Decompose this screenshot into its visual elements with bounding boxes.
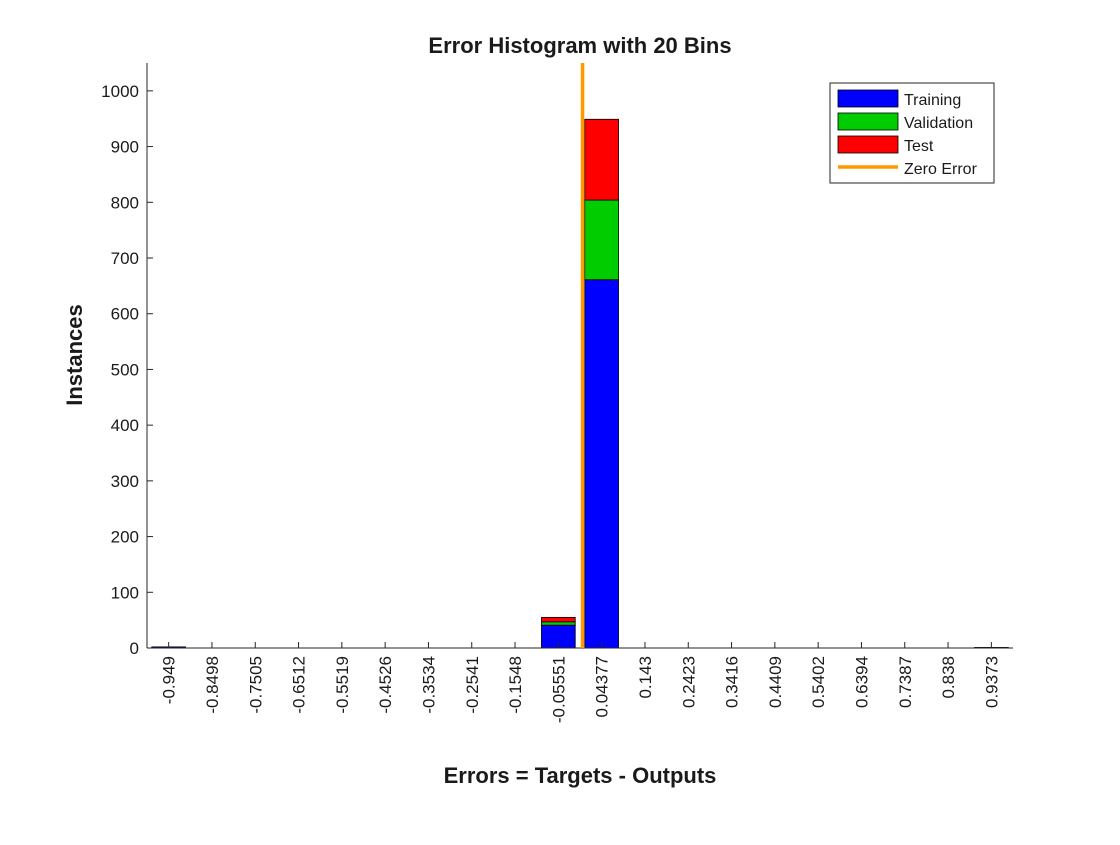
y-tick-label: 300: [111, 472, 139, 491]
x-tick-label: -0.6512: [290, 656, 309, 714]
x-tick-label: 0.838: [939, 656, 958, 699]
x-tick-label: 0.4409: [766, 656, 785, 708]
y-tick-label: 100: [111, 583, 139, 602]
bar-validation-9: [541, 621, 576, 626]
legend-swatch-validation: [837, 112, 899, 131]
x-tick-label: 0.3416: [723, 656, 742, 708]
bar-validation-10: [584, 199, 619, 281]
bar-training-10: [584, 279, 619, 649]
x-axis-label: Errors = Targets - Outputs: [444, 763, 717, 788]
bar-test-10: [584, 118, 619, 201]
x-tick-label: -0.4526: [376, 656, 395, 714]
x-tick-label: 0.04377: [593, 656, 612, 717]
x-tick-label: -0.05551: [549, 656, 568, 723]
x-tick-label: -0.5519: [333, 656, 352, 714]
x-tick-label: 0.143: [636, 656, 655, 699]
legend-label-validation: Validation: [904, 115, 973, 132]
legend-swatch-training: [837, 89, 899, 108]
y-tick-label: 700: [111, 249, 139, 268]
x-tick-label: -0.2541: [463, 656, 482, 714]
legend: Training Validation Test Zero Error: [829, 82, 995, 184]
bars-layer: [151, 118, 1009, 649]
y-tick-label: 0: [130, 639, 139, 658]
y-tick-label: 600: [111, 305, 139, 324]
x-tick-label: 0.5402: [809, 656, 828, 708]
legend-swatch-test: [837, 135, 899, 154]
y-tick-label: 1000: [101, 82, 139, 101]
y-tick-label: 200: [111, 528, 139, 547]
legend-label-training: Training: [904, 92, 961, 109]
x-tick-label: 0.7387: [896, 656, 915, 708]
x-tick-label: -0.8498: [203, 656, 222, 714]
x-tick-label: -0.949: [160, 656, 179, 704]
x-tick-label: -0.1548: [506, 656, 525, 714]
chart-title: Error Histogram with 20 Bins: [428, 33, 731, 58]
y-tick-label: 400: [111, 416, 139, 435]
y-tick-label: 900: [111, 138, 139, 157]
x-tick-label: 0.9373: [982, 656, 1001, 708]
axes-layer: 0 100 200 300 400 500 600 700 800 900 1000 -0.949 -0…: [101, 63, 1013, 723]
y-tick-label: 500: [111, 360, 139, 379]
x-tick-label: -0.7505: [246, 656, 265, 714]
legend-label-zero-error: Zero Error: [904, 161, 978, 178]
bar-test-9: [541, 616, 576, 623]
x-tick-label: 0.2423: [679, 656, 698, 708]
x-tick-label: -0.3534: [419, 656, 438, 714]
y-tick-label: 800: [111, 193, 139, 212]
legend-label-test: Test: [904, 138, 934, 155]
y-axis-label: Instances: [62, 304, 87, 406]
x-tick-label: 0.6394: [852, 656, 871, 708]
